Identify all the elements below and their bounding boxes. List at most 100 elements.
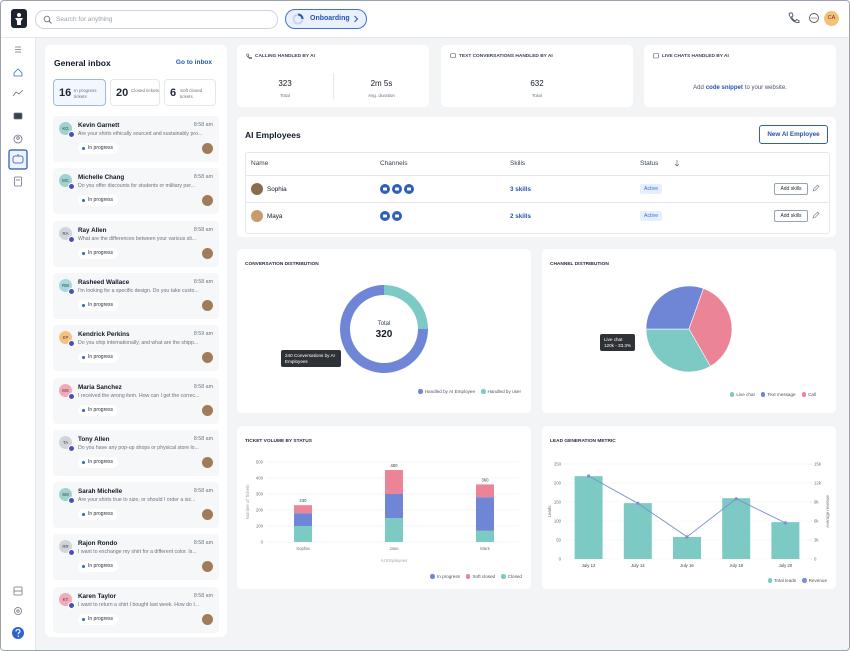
message-time: 8:58 am: [193, 435, 213, 442]
channel-icon: [392, 211, 402, 221]
message-time: 8:59 am: [193, 331, 213, 338]
status-dot: [82, 251, 85, 255]
line-point: [685, 535, 689, 539]
y-tick-label: 150: [554, 500, 562, 505]
conversation-item[interactable]: SM Sarah Michelle 8:58 am Are your shirts t…: [53, 482, 219, 529]
status-dot: [82, 565, 85, 569]
y-tick-label: 200: [256, 508, 264, 513]
agent-avatar: [202, 561, 213, 573]
glyph: [407, 187, 411, 191]
employee-avatar: [251, 210, 263, 222]
donut-segment: [384, 285, 428, 329]
stat-card: LIVE CHATS HANDLED BY AI Add code snippe…: [644, 45, 836, 107]
message-preview: Are your shirts true to size, or should …: [78, 497, 196, 504]
column-header: Skills: [510, 160, 526, 167]
conversation-item[interactable]: KG Kevin Garnett 8:58 am Are your shirts et…: [53, 116, 219, 162]
legend-label: Revenue: [808, 578, 827, 583]
agent-avatar: [202, 195, 213, 207]
conversation-item[interactable]: TA Tony Allen 8:58 am Do you have any pop-u…: [53, 429, 219, 476]
legend-swatch: [481, 389, 486, 394]
progress-ring: [292, 13, 304, 25]
y-tick-label: 400: [256, 476, 264, 481]
message-preview: Do you ship internationally, and what ar…: [78, 340, 199, 347]
conversation-item[interactable]: KP Kendrick Perkins 8:59 am Do you ship int…: [53, 325, 219, 372]
tooltip-line: 120k - 33.3%: [604, 342, 632, 348]
channel-glyph: [395, 214, 399, 218]
search-box[interactable]: Search for anything: [35, 10, 278, 29]
bar: [771, 522, 800, 559]
legend-label: Soft closed: [472, 574, 496, 579]
tooltip: Live chat 120k - 33.3%: [600, 334, 636, 352]
contact-name: Maria Sanchez: [78, 383, 122, 391]
conversation-item[interactable]: MC Michelle Chang 8:58 am Do you offer disc…: [53, 168, 219, 215]
conversation-item[interactable]: KT Karen Taylor 8:58 am I want to return a …: [53, 586, 219, 633]
message-time: 8:58 am: [193, 383, 213, 390]
legend-swatch: [418, 389, 423, 394]
legend-label: In progress: [436, 574, 460, 579]
line-point: [783, 521, 787, 525]
bar: [623, 503, 652, 559]
status-pill: In progress: [78, 247, 119, 259]
y-tick-label: 100: [554, 519, 562, 524]
legend-label: Closed: [507, 574, 522, 579]
new-employee-button[interactable]: New AI Employee: [759, 125, 828, 144]
legend: Handled by AI Employee Handled by user: [418, 389, 521, 394]
status-label: In progress: [88, 145, 114, 151]
inbox-tab[interactable]: 16 In progress tickets: [53, 79, 106, 106]
skills-link[interactable]: 2 skills: [510, 213, 532, 220]
legend-item: In progress: [430, 574, 460, 579]
y-tick-label: 0: [559, 557, 562, 562]
tab-count: 6: [170, 87, 177, 99]
add-skills-button[interactable]: Add skills: [774, 210, 808, 222]
pie-slice: [645, 328, 711, 373]
status-dot: [82, 147, 85, 150]
channel-badge: [68, 287, 75, 295]
glyph: [395, 214, 399, 218]
status-pill: In progress: [78, 143, 119, 154]
bar-segment: [294, 505, 312, 514]
y-tick-label: 50: [556, 538, 561, 543]
employee-name: Sophia: [267, 186, 287, 193]
bar-segment: [294, 513, 312, 526]
top-bar: Search for anything Onboarding CA: [1, 1, 849, 38]
skills-link[interactable]: 3 skills: [510, 186, 532, 193]
message-preview: Do you have any pop-up shops or physical…: [78, 444, 199, 451]
status-pill: In progress: [78, 299, 119, 311]
chart-card: CONVERSATION DISTRIBUTION Total 320 240 Con…: [237, 249, 531, 413]
y-tick-label: 250: [554, 462, 562, 467]
status-dot: [82, 617, 85, 621]
legend-swatch: [729, 392, 735, 397]
bar: [574, 476, 603, 559]
tab-label: Soft closed tickets: [180, 88, 203, 99]
user-avatar[interactable]: CA: [824, 11, 839, 26]
agent-avatar: [202, 456, 213, 468]
channel-icon: [392, 184, 402, 194]
message-time: 8:58 am: [193, 540, 213, 547]
y2-tick-label: 6k: [814, 519, 819, 524]
sort-icon: [674, 160, 680, 167]
search-icon: [43, 15, 52, 24]
conversation-item[interactable]: RW Rasheed Wallace 8:58 am I'm looking for …: [53, 272, 219, 319]
message-preview: I'm looking for a specific design. Do yo…: [78, 287, 199, 294]
column-header: Status: [640, 160, 659, 167]
channel-badge: [68, 183, 75, 191]
agent-avatar: [202, 613, 213, 625]
inbox-tab[interactable]: 6 Soft closed tickets: [164, 79, 216, 106]
status-label: In progress: [88, 615, 114, 622]
conversation-item[interactable]: RR Rajon Rondo 8:58 am I want to exchange m…: [53, 534, 219, 581]
legend-item: Closed: [501, 574, 522, 579]
card-icon: [450, 53, 456, 58]
contact-name: Rajon Rondo: [78, 540, 118, 548]
inbox-link[interactable]: Go to inbox: [175, 59, 212, 66]
conversation-item[interactable]: RA Ray Allen 8:58 am What are the differenc…: [53, 220, 219, 267]
chart-title: LEAD GENERATION METRIC: [550, 438, 616, 444]
add-skills-button[interactable]: Add skills: [774, 183, 808, 195]
logo[interactable]: [11, 9, 27, 28]
y-tick-label: 200: [554, 481, 562, 486]
conversation-item[interactable]: MS Maria Sanchez 8:58 am I received the wro…: [53, 377, 219, 424]
status-badge: Active: [640, 211, 663, 221]
link[interactable]: code snippet: [705, 85, 743, 91]
legend-item: Text message: [760, 392, 796, 397]
onboarding-button[interactable]: Onboarding: [285, 9, 367, 29]
inbox-tab[interactable]: 20 Closed tickets: [110, 79, 160, 106]
